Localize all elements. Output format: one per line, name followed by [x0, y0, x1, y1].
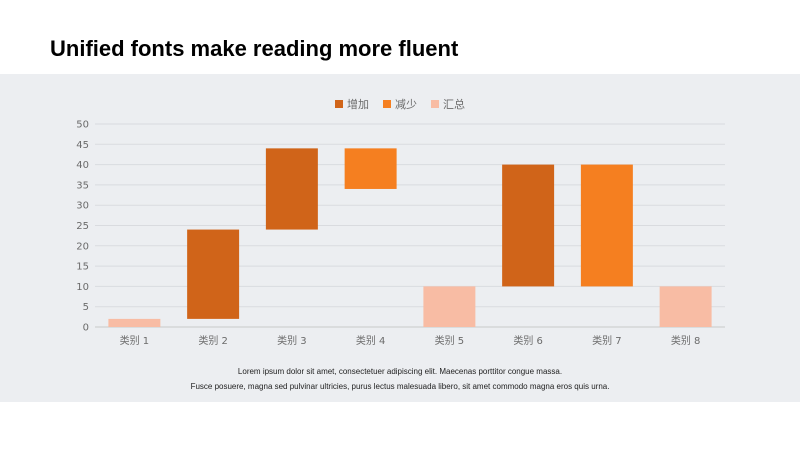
y-tick-label: 50 [76, 120, 89, 131]
bar [659, 286, 712, 327]
bar [423, 286, 476, 327]
legend-label-decrease: 减少 [395, 98, 417, 111]
y-tick-label: 0 [83, 323, 89, 334]
chart-legend: 增加 减少 汇总 [0, 96, 800, 112]
chart-caption: Lorem ipsum dolor sit amet, consectetuer… [0, 364, 800, 394]
bar [187, 229, 240, 319]
y-tick-label: 35 [76, 180, 89, 191]
x-tick-label: 类别 6 [513, 334, 543, 347]
y-tick-label: 15 [76, 262, 89, 273]
bar [580, 164, 633, 287]
legend-swatch-decrease [383, 100, 391, 108]
x-tick-label: 类别 7 [592, 334, 622, 347]
bar [344, 148, 397, 189]
legend-swatch-increase [335, 100, 343, 108]
slide-title: Unified fonts make reading more fluent [50, 36, 459, 61]
y-tick-label: 45 [76, 140, 89, 151]
y-tick-label: 40 [76, 160, 89, 171]
caption-line-2: Fusce posuere, magna sed pulvinar ultric… [190, 382, 610, 391]
legend-label-total: 汇总 [443, 98, 465, 111]
x-tick-label: 类别 5 [435, 334, 465, 347]
x-tick-label: 类别 1 [120, 334, 150, 347]
y-tick-label: 10 [76, 282, 89, 293]
bar [108, 318, 161, 327]
x-tick-label: 类别 4 [356, 334, 386, 347]
y-tick-label: 20 [76, 241, 89, 252]
caption-line-1: Lorem ipsum dolor sit amet, consectetuer… [237, 367, 563, 376]
x-tick-label: 类别 8 [671, 334, 701, 347]
bar [265, 148, 318, 230]
chart-panel: 增加 减少 汇总 0 5 10 15 20 25 30 35 40 45 50 类别 1 类别 2 类别 … [0, 74, 800, 402]
legend-label-increase: 增加 [347, 98, 369, 111]
legend-item-total: 汇总 [431, 96, 465, 112]
x-tick-label: 类别 3 [277, 334, 307, 347]
y-tick-label: 5 [83, 302, 89, 313]
legend-item-increase: 增加 [335, 96, 369, 112]
bar [502, 164, 555, 287]
x-tick-label: 类别 2 [198, 334, 228, 347]
y-tick-label: 25 [76, 221, 89, 232]
waterfall-chart: 0 5 10 15 20 25 30 35 40 45 50 类别 1 类别 2 类别 3 类别 4 类别 5… [76, 120, 725, 347]
y-tick-label: 30 [76, 201, 89, 212]
legend-swatch-total [431, 100, 439, 108]
legend-item-decrease: 减少 [383, 96, 417, 112]
